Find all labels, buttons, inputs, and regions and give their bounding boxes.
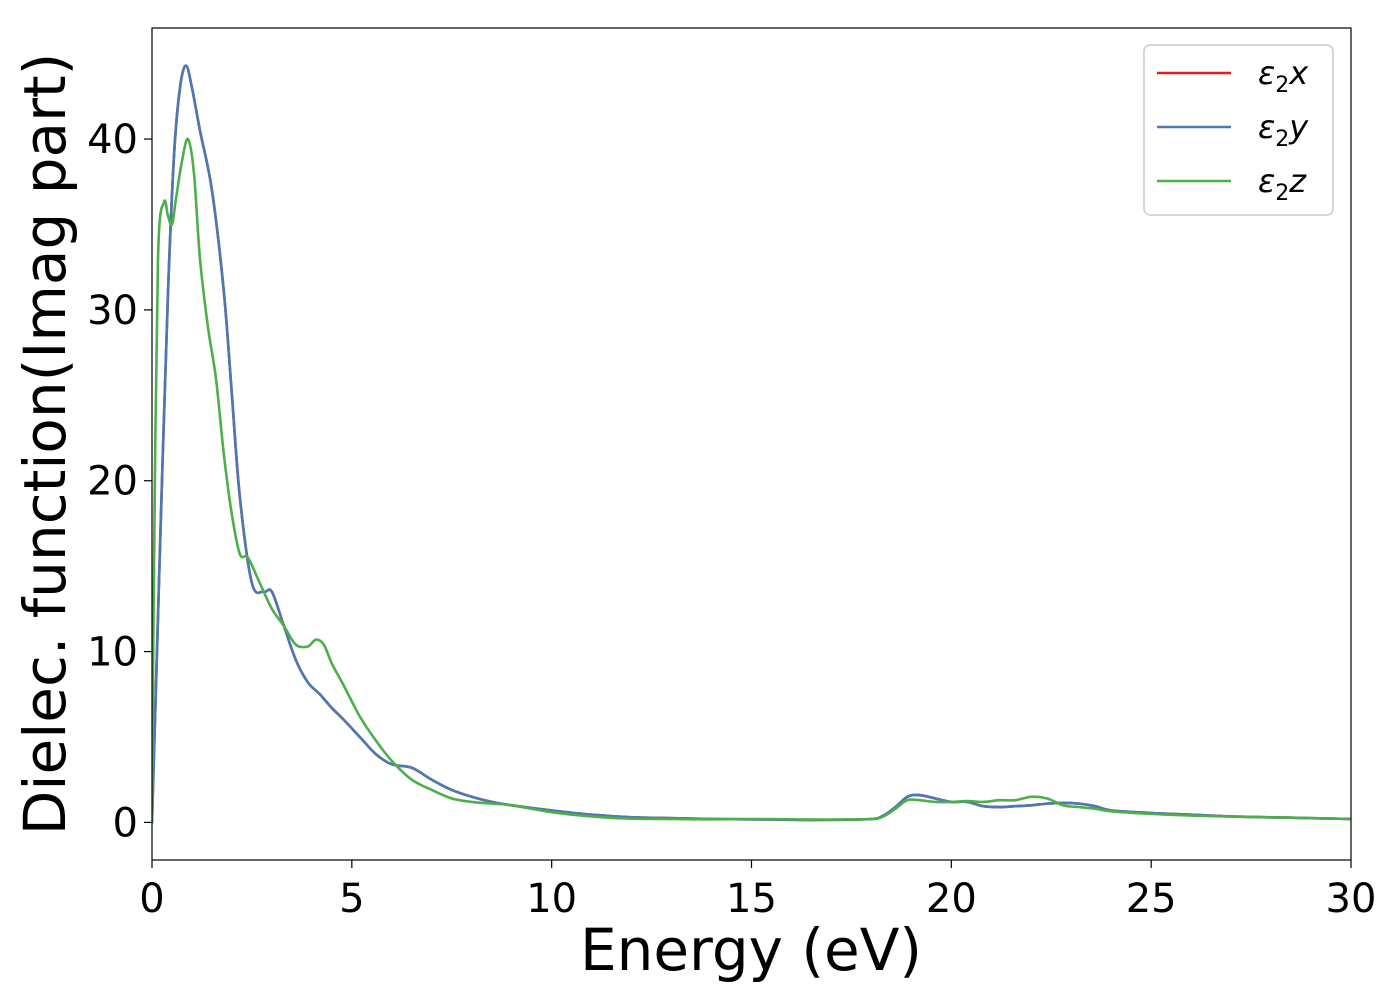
y-tick-label: 30 — [87, 288, 138, 334]
x-tick-label: 20 — [926, 876, 977, 922]
x-tick-label: 0 — [139, 876, 164, 922]
legend-label: ε2x — [1258, 54, 1309, 98]
legend-label: ε2z — [1258, 162, 1307, 206]
x-tick-label: 25 — [1126, 876, 1177, 922]
legend-entry-x: ε2x — [1157, 54, 1309, 98]
y-axis-title: Dielec. function(Imag part) — [11, 53, 79, 836]
y-tick-label: 10 — [87, 630, 138, 676]
y-axis-ticks: 0 10 20 30 40 — [87, 117, 152, 846]
legend-entry-z: ε2z — [1157, 162, 1307, 206]
x-tick-label: 30 — [1326, 876, 1377, 922]
x-axis-ticks: 0 5 10 15 20 25 30 — [139, 860, 1376, 922]
x-tick-label: 15 — [726, 876, 777, 922]
legend-entry-y: ε2y — [1157, 108, 1309, 152]
legend: ε2x ε2y ε2z — [1143, 44, 1334, 216]
y-tick-label: 20 — [87, 459, 138, 505]
legend-box — [1143, 44, 1334, 216]
x-tick-label: 5 — [339, 876, 364, 922]
axes-frame — [151, 27, 1352, 861]
legend-label: ε2y — [1258, 108, 1309, 152]
x-tick-label: 10 — [526, 876, 577, 922]
series-line-y — [152, 64, 1351, 824]
plot-area — [152, 64, 1351, 824]
y-tick-label: 0 — [113, 800, 138, 846]
series-line-z — [152, 137, 1351, 824]
x-axis-title: Energy (eV) — [580, 916, 922, 984]
y-tick-label: 40 — [87, 117, 138, 163]
